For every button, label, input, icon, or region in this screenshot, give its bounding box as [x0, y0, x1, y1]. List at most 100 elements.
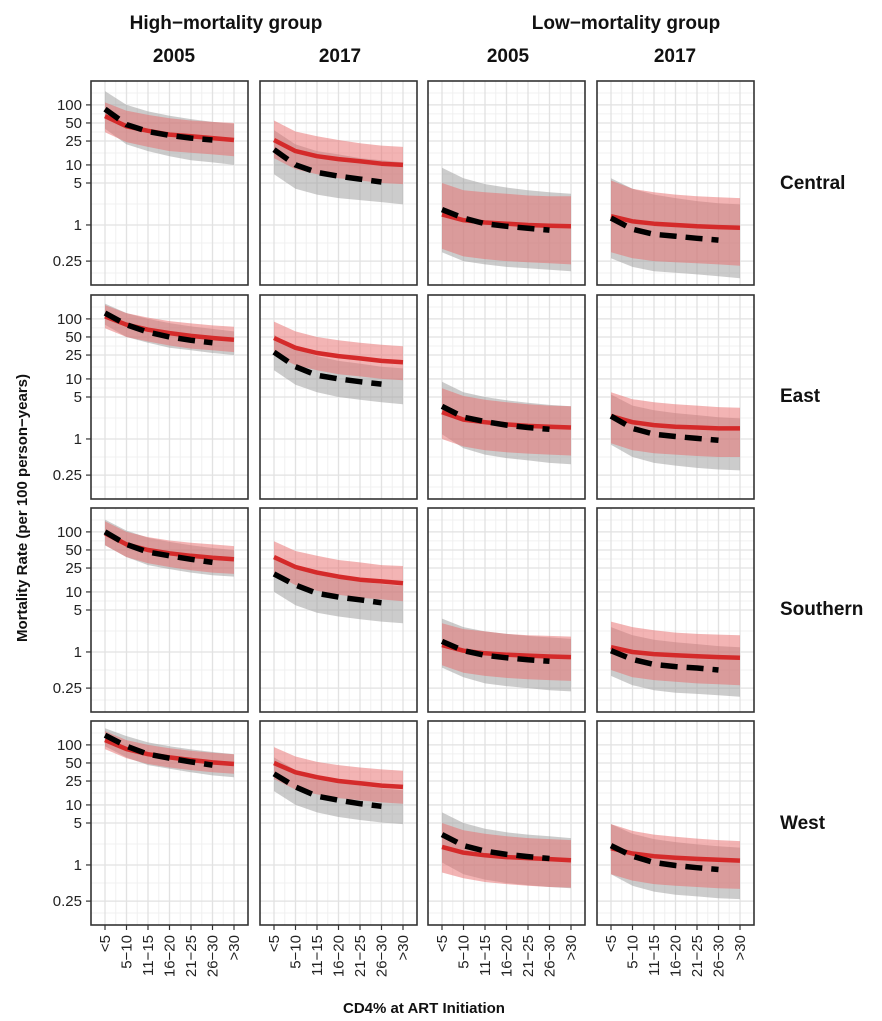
observed-series-line: [272, 571, 382, 606]
x-tick-label: 26−30: [205, 935, 222, 977]
y-tick-label: 5: [74, 389, 82, 406]
x-tick-label: <5: [434, 935, 451, 952]
model-ci-band: [442, 623, 571, 681]
y-tick-label: 10: [65, 157, 82, 174]
panel-east-low-2017: [596, 294, 755, 500]
x-tick-label: >30: [732, 935, 749, 960]
observed-series-line: [272, 349, 382, 387]
panel-border: [259, 507, 418, 713]
observed-series-line: [103, 732, 213, 768]
model-series-line: [273, 760, 404, 790]
x-tick-label: 11−15: [646, 935, 663, 976]
y-tick-label: 25: [65, 560, 82, 577]
model-series-line: [610, 846, 741, 863]
panel-west-low-2017: <5 5−10 11−15 16−20 21−25 26−30 >30: [596, 720, 755, 977]
observed-series-line: [440, 832, 550, 862]
y-tick-label: 0.25: [53, 467, 82, 484]
observed-series-line: [609, 648, 719, 673]
observed-series-line: [103, 310, 213, 346]
model-series-line: [441, 642, 572, 660]
model-series-line: [610, 413, 740, 431]
y-tick-label: 1: [74, 644, 82, 661]
observed-series-line: [272, 771, 382, 810]
model-series-line: [610, 214, 741, 230]
y-tick-label: 10: [65, 371, 82, 388]
observed-series-line: [609, 413, 719, 444]
y-tick-label: 1: [74, 857, 82, 874]
y-tick-label: 100: [57, 311, 82, 328]
panel-border: [427, 80, 586, 286]
panel-west-high-2017: <5 5−10 11−15 16−20 21−25 26−30 >30: [259, 720, 418, 977]
strip-row-east: East: [780, 386, 821, 407]
x-tick-label: 21−25: [520, 935, 537, 977]
y-tick-label: 50: [65, 115, 82, 132]
y-tick-label: 100: [57, 737, 82, 754]
panel-border: [596, 294, 755, 500]
y-axis-title: Mortality Rate (per 100 person−years): [14, 374, 31, 642]
observed-series-line: [103, 529, 213, 566]
x-tick-label: 5−10: [456, 935, 473, 969]
model-ci-band: [105, 305, 234, 353]
x-tick-label: 5−10: [119, 935, 136, 969]
major-grid: [428, 721, 585, 925]
panel-border: [596, 507, 755, 713]
y-tick-label: 25: [65, 133, 82, 150]
x-tick-label: 26−30: [374, 935, 391, 977]
model-ci-band: [442, 388, 571, 456]
y-tick-label: 100: [57, 524, 82, 541]
x-tick-label: 11−15: [140, 935, 157, 976]
strip-group-high: High−mortality group: [130, 13, 323, 34]
model-ci-band: [274, 541, 403, 602]
panel-central-low-2005: [427, 80, 586, 286]
panel-east-high-2017: [259, 294, 418, 500]
strip-row-central: Central: [780, 173, 845, 194]
observed-series-line: [103, 106, 213, 143]
strip-group-low: Low−mortality group: [532, 13, 720, 34]
y-tick-label: 0.25: [53, 893, 82, 910]
x-tick-label: 26−30: [711, 935, 728, 977]
strip-row-southern: Southern: [780, 599, 863, 620]
observed-series-line: [440, 403, 550, 433]
x-tick-label: <5: [266, 935, 283, 952]
strip-year-high-2005: 2005: [153, 46, 196, 67]
x-tick-label: 11−15: [309, 935, 326, 976]
strip-year-high-2017: 2017: [319, 46, 361, 67]
x-tick-label: 21−25: [183, 935, 200, 977]
x-tick-label: >30: [226, 935, 243, 960]
strip-row-west: West: [780, 813, 826, 834]
x-tick-label: 16−20: [162, 935, 179, 977]
panel-border: [596, 80, 755, 286]
panel-central-high-2017: [259, 80, 418, 286]
model-series-line: [610, 645, 741, 661]
x-tick-label: 5−10: [288, 935, 305, 969]
x-tick-label: 16−20: [668, 935, 685, 977]
y-tick-label: 0.25: [53, 253, 82, 270]
y-tick-label: 0.25: [53, 680, 82, 697]
y-tick-label: 5: [74, 602, 82, 619]
panel-central-low-2017: [596, 80, 755, 286]
y-tick-label: 1: [74, 217, 82, 234]
x-tick-label: 26−30: [542, 935, 559, 977]
y-tick-label: 25: [65, 773, 82, 790]
y-tick-label: 50: [65, 755, 82, 772]
x-tick-label: >30: [395, 935, 412, 960]
panel-grid: 0.25151025501000.25151025501000.25151025…: [53, 80, 755, 977]
y-tick-label: 5: [74, 175, 82, 192]
panel-southern-low-2005: [427, 507, 586, 713]
x-tick-label: 5−10: [625, 935, 642, 969]
x-tick-label: <5: [603, 935, 620, 952]
observed-series-line: [440, 638, 550, 665]
panel-west-low-2005: <5 5−10 11−15 16−20 21−25 26−30 >30: [427, 720, 586, 977]
panel-east-low-2005: [427, 294, 586, 500]
strip-year-low-2005: 2005: [487, 46, 530, 67]
model-series-line: [273, 335, 404, 365]
panel-border: [427, 507, 586, 713]
x-tick-label: 21−25: [689, 935, 706, 977]
x-axis-title: CD4% at ART Initiation: [343, 1000, 505, 1017]
model-series-line: [272, 138, 404, 168]
model-series-line: [104, 314, 235, 342]
y-tick-label: 5: [74, 815, 82, 832]
